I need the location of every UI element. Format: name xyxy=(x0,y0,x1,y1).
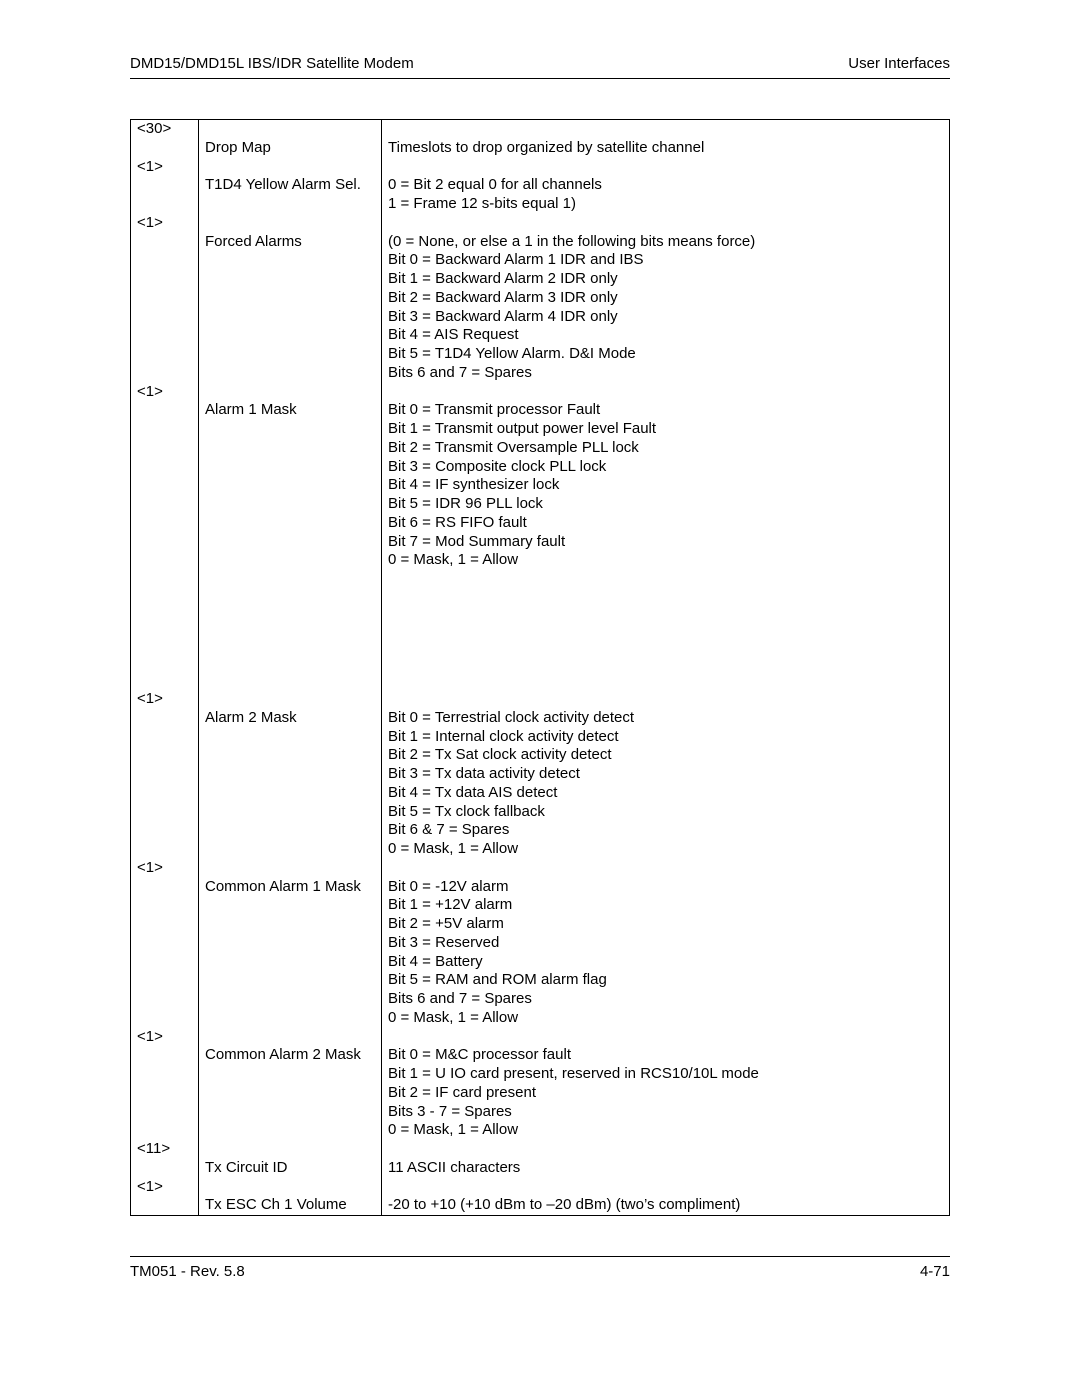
table-row xyxy=(131,570,950,690)
desc-cell xyxy=(382,570,950,690)
header-right: User Interfaces xyxy=(848,55,950,72)
code-cell: <1> xyxy=(131,690,199,709)
name-cell xyxy=(199,214,382,233)
page-header: DMD15/DMD15L IBS/IDR Satellite Modem Use… xyxy=(130,55,950,79)
desc-cell xyxy=(382,690,950,709)
desc-cell: Bit 0 = Terrestrial clock activity detec… xyxy=(382,709,950,859)
parameter-table: <30>Drop MapTimeslots to drop organized … xyxy=(130,119,950,1216)
code-cell: <11> xyxy=(131,1140,199,1159)
table-row: <1> xyxy=(131,1178,950,1197)
code-cell: <30> xyxy=(131,120,199,139)
name-cell: Forced Alarms xyxy=(199,233,382,383)
code-cell xyxy=(131,139,199,158)
code-cell xyxy=(131,1196,199,1215)
header-left: DMD15/DMD15L IBS/IDR Satellite Modem xyxy=(130,55,414,72)
code-cell: <1> xyxy=(131,158,199,177)
table-row: Forced Alarms(0 = None, or else a 1 in t… xyxy=(131,233,950,383)
table-row: <1> xyxy=(131,859,950,878)
code-cell xyxy=(131,570,199,690)
desc-cell xyxy=(382,383,950,402)
table-row: <1> xyxy=(131,690,950,709)
name-cell: T1D4 Yellow Alarm Sel. xyxy=(199,176,382,214)
name-cell xyxy=(199,570,382,690)
table-row: Common Alarm 2 MaskBit 0 = M&C processor… xyxy=(131,1046,950,1140)
name-cell: Alarm 1 Mask xyxy=(199,401,382,570)
name-cell xyxy=(199,859,382,878)
footer-right: 4-71 xyxy=(920,1263,950,1280)
name-cell: Drop Map xyxy=(199,139,382,158)
table-row: <30> xyxy=(131,120,950,139)
name-cell: Common Alarm 1 Mask xyxy=(199,878,382,1028)
table-row: Tx ESC Ch 1 Volume-20 to +10 (+10 dBm to… xyxy=(131,1196,950,1215)
name-cell: Alarm 2 Mask xyxy=(199,709,382,859)
code-cell xyxy=(131,233,199,383)
table-row: Drop MapTimeslots to drop organized by s… xyxy=(131,139,950,158)
table-row: <1> xyxy=(131,214,950,233)
table-row: Tx Circuit ID11 ASCII characters xyxy=(131,1159,950,1178)
desc-cell: -20 to +10 (+10 dBm to –20 dBm) (two’s c… xyxy=(382,1196,950,1215)
desc-cell xyxy=(382,1028,950,1047)
desc-cell xyxy=(382,158,950,177)
code-cell xyxy=(131,1159,199,1178)
code-cell xyxy=(131,878,199,1028)
table-row: Alarm 1 MaskBit 0 = Transmit processor F… xyxy=(131,401,950,570)
desc-cell xyxy=(382,120,950,139)
code-cell xyxy=(131,176,199,214)
name-cell xyxy=(199,1178,382,1197)
name-cell xyxy=(199,1140,382,1159)
name-cell: Tx ESC Ch 1 Volume xyxy=(199,1196,382,1215)
page: DMD15/DMD15L IBS/IDR Satellite Modem Use… xyxy=(0,0,1080,1320)
name-cell xyxy=(199,120,382,139)
desc-cell xyxy=(382,214,950,233)
desc-cell: Bit 0 = M&C processor fault Bit 1 = U IO… xyxy=(382,1046,950,1140)
code-cell: <1> xyxy=(131,383,199,402)
code-cell: <1> xyxy=(131,214,199,233)
name-cell: Common Alarm 2 Mask xyxy=(199,1046,382,1140)
desc-cell xyxy=(382,1140,950,1159)
name-cell: Tx Circuit ID xyxy=(199,1159,382,1178)
code-cell xyxy=(131,709,199,859)
desc-cell: 11 ASCII characters xyxy=(382,1159,950,1178)
table-row: <1> xyxy=(131,158,950,177)
page-footer: TM051 - Rev. 5.8 4-71 xyxy=(130,1256,950,1280)
name-cell xyxy=(199,158,382,177)
table-row: <1> xyxy=(131,383,950,402)
table-row: <11> xyxy=(131,1140,950,1159)
desc-cell: Bit 0 = -12V alarm Bit 1 = +12V alarm Bi… xyxy=(382,878,950,1028)
table-row: Alarm 2 MaskBit 0 = Terrestrial clock ac… xyxy=(131,709,950,859)
desc-cell: Timeslots to drop organized by satellite… xyxy=(382,139,950,158)
footer-left: TM051 - Rev. 5.8 xyxy=(130,1263,245,1280)
desc-cell: Bit 0 = Transmit processor Fault Bit 1 =… xyxy=(382,401,950,570)
desc-cell xyxy=(382,859,950,878)
name-cell xyxy=(199,383,382,402)
code-cell: <1> xyxy=(131,1028,199,1047)
name-cell xyxy=(199,1028,382,1047)
code-cell xyxy=(131,401,199,570)
desc-cell: 0 = Bit 2 equal 0 for all channels 1 = F… xyxy=(382,176,950,214)
code-cell xyxy=(131,1046,199,1140)
desc-cell xyxy=(382,1178,950,1197)
table-row: Common Alarm 1 MaskBit 0 = -12V alarm Bi… xyxy=(131,878,950,1028)
desc-cell: (0 = None, or else a 1 in the following … xyxy=(382,233,950,383)
code-cell: <1> xyxy=(131,1178,199,1197)
code-cell: <1> xyxy=(131,859,199,878)
table-row: <1> xyxy=(131,1028,950,1047)
name-cell xyxy=(199,690,382,709)
table-row: T1D4 Yellow Alarm Sel.0 = Bit 2 equal 0 … xyxy=(131,176,950,214)
